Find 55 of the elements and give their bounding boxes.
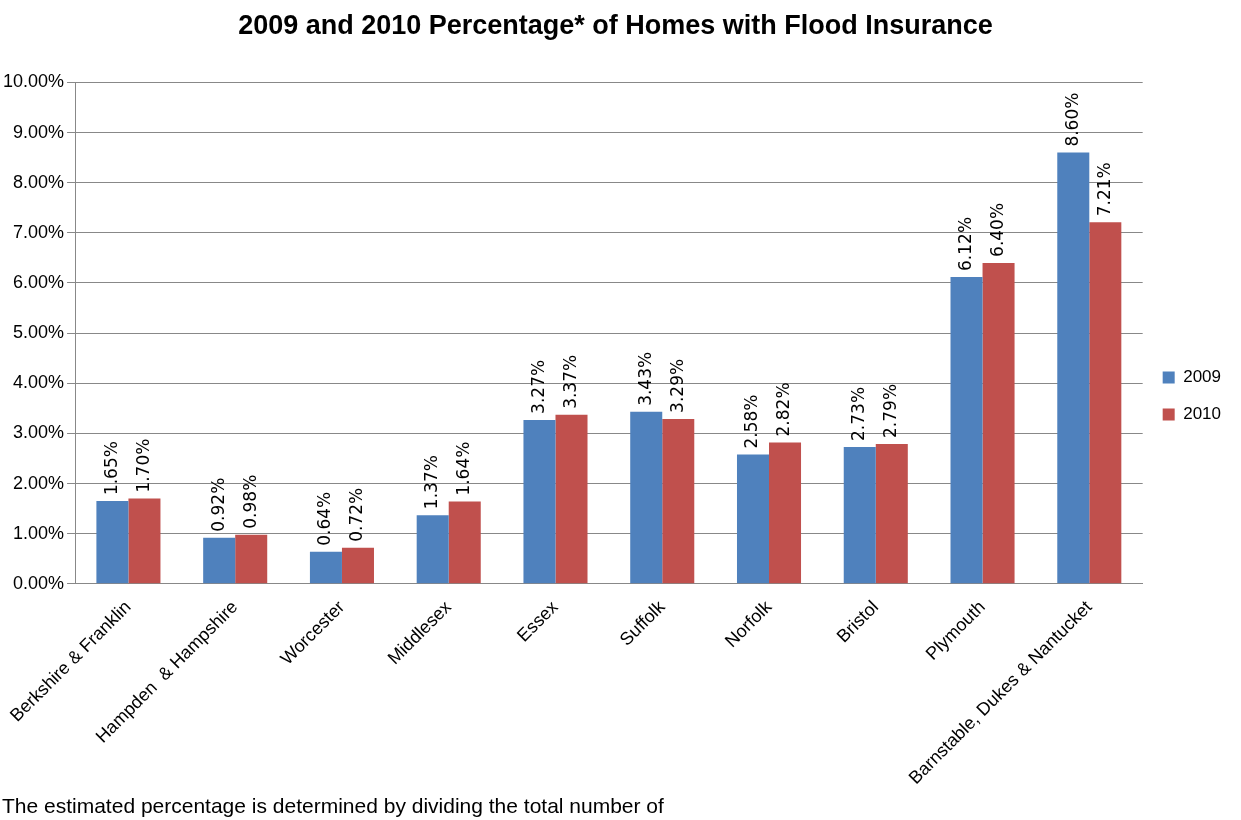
- data-label: 6.12%: [954, 216, 975, 271]
- bar: [1057, 152, 1090, 584]
- data-label: 2.82%: [773, 382, 794, 437]
- y-tick-label: 5.00%: [13, 322, 65, 343]
- bar: [203, 537, 236, 584]
- data-label: 7.21%: [1093, 162, 1114, 217]
- data-label: 1.37%: [421, 455, 442, 510]
- bar: [769, 442, 802, 584]
- data-label: 0.72%: [346, 487, 367, 542]
- data-label: 0.64%: [314, 491, 335, 546]
- data-label: 3.29%: [666, 358, 687, 413]
- bar: [96, 501, 129, 584]
- bar: [309, 551, 342, 584]
- bar: [128, 498, 161, 584]
- data-label: 2.58%: [741, 394, 762, 449]
- bar: [416, 515, 449, 584]
- bar: [982, 262, 1015, 584]
- y-tick-label: 6.00%: [13, 271, 65, 292]
- y-tick-label: 10.00%: [2, 71, 65, 92]
- data-label: 2.73%: [848, 386, 869, 441]
- bar: [523, 419, 556, 584]
- data-label: 6.40%: [986, 202, 1007, 257]
- y-tick-label: 8.00%: [13, 171, 65, 192]
- legend-label: 2010: [1183, 404, 1222, 424]
- bar: [736, 454, 770, 584]
- text: The estimated percentage is determined by dividing the total number of: [2, 794, 665, 818]
- bar: [662, 418, 695, 584]
- bar: [950, 276, 983, 584]
- chart-title: 2009 and 2010 Percentage* of Homes with Flood Insurance: [238, 9, 993, 40]
- y-tick-label: 4.00%: [13, 372, 65, 393]
- bar: [1089, 222, 1122, 584]
- data-label: 3.27%: [527, 359, 548, 414]
- bar: [555, 414, 588, 584]
- y-tick-label: 7.00%: [13, 221, 65, 242]
- y-tick-label: 1.00%: [13, 522, 65, 543]
- data-label: 3.43%: [634, 351, 655, 406]
- data-label: 0.98%: [239, 474, 260, 529]
- bar: [448, 501, 481, 584]
- bar: [630, 411, 663, 584]
- y-tick-label: 2.00%: [13, 472, 65, 493]
- y-tick-label: 9.00%: [13, 121, 65, 142]
- data-label: 0.92%: [207, 477, 228, 532]
- data-label: 1.70%: [132, 438, 153, 493]
- bar: [341, 547, 374, 584]
- data-label: 3.37%: [559, 354, 580, 409]
- data-label: 2.79%: [880, 383, 901, 438]
- bar: [843, 446, 876, 584]
- legend-label: 2009: [1183, 367, 1222, 387]
- data-label: 8.60%: [1061, 92, 1082, 147]
- data-label: 1.64%: [453, 441, 474, 496]
- data-label: 1.65%: [100, 441, 121, 496]
- y-tick-label: 3.00%: [13, 422, 65, 443]
- bar: [875, 443, 908, 584]
- bar: [235, 534, 268, 584]
- y-tick-label: 0.00%: [13, 572, 65, 593]
